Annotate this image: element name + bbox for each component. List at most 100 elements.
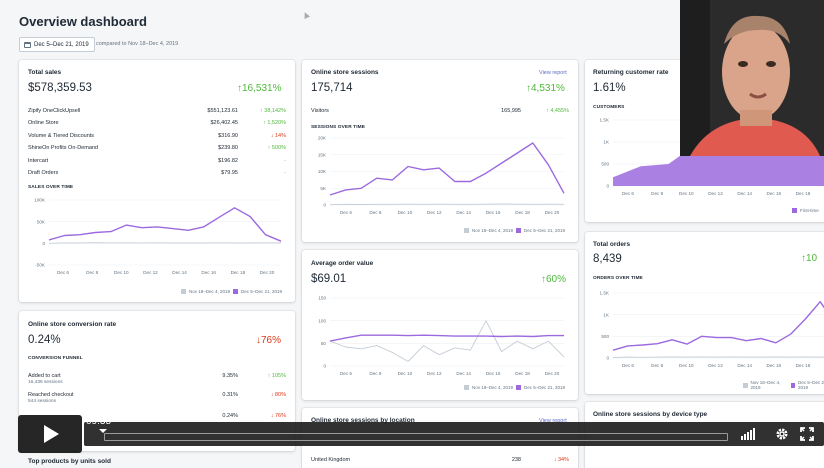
total-sales-delta: ↑16,531% <box>237 83 282 94</box>
mouse-cursor-icon <box>302 11 310 19</box>
legend-swatch-previous <box>743 382 748 388</box>
legend-previous: Nov 18–Dec 4, 2019 <box>750 380 781 390</box>
legend-swatch-first-time <box>792 208 797 213</box>
play-button[interactable] <box>18 415 82 453</box>
x-tick-label: Dec 10 <box>679 363 694 368</box>
funnel-step: Reached checkout <box>28 392 74 398</box>
legend-previous: Nov 18–Dec 4, 2019 <box>472 228 514 233</box>
orders-delta: ↑10 <box>801 253 818 264</box>
channel-value: $316.90 <box>218 132 238 139</box>
channel-name: ShineOn Profits On-Demand <box>28 145 99 152</box>
location-label: United Kingdom <box>311 457 351 463</box>
funnel-row: Added to cart 16,436 sessions 9.35% ↑ 105% <box>28 373 286 385</box>
x-tick-label: Dec 6 <box>622 191 634 196</box>
legend-swatch-current <box>790 382 795 388</box>
y-tick-label: 500 <box>601 334 609 339</box>
y-tick-label: 0 <box>323 364 326 369</box>
legend-swatch-current <box>516 385 522 390</box>
funnel-pct: ↓ 80% <box>270 392 286 398</box>
series-line <box>612 356 824 359</box>
y-tick-label: 50K <box>37 219 46 224</box>
current-time: 09:35 <box>86 416 112 427</box>
card-title: Total orders <box>593 241 631 248</box>
view-report-link[interactable]: View report <box>539 70 567 76</box>
compared-to-label: compared to Nov 18–Dec 4, 2019 <box>96 41 179 47</box>
channel-name: Zipify OneClickUpsell <box>28 108 81 114</box>
legend-swatch-previous <box>464 385 469 390</box>
calendar-icon <box>24 41 31 48</box>
x-tick-label: Dec 20 <box>545 210 560 215</box>
x-tick-label: Dec 12 <box>143 270 158 275</box>
y-tick-label: 20K <box>318 136 327 141</box>
x-tick-label: Dec 14 <box>456 210 471 215</box>
channel-value: $551,123.61 <box>207 108 238 114</box>
chart-legend: Nov 18–Dec 4, 2019 Dec 5–Dec 21, 2019 <box>181 289 282 294</box>
legend-current: Dec 5–Dec 21, 2019 <box>241 289 283 294</box>
x-tick-label: Dec 8 <box>369 371 381 376</box>
chart-label: SESSIONS OVER TIME <box>311 125 366 130</box>
channel-value: $79.95 <box>221 170 238 176</box>
fullscreen-icon[interactable] <box>800 427 814 441</box>
chart-legend: Nov 18–Dec 4, 2019 Dec 5–Dec 21, 2019 <box>464 228 565 233</box>
x-tick-label: Dec 10 <box>398 371 413 376</box>
funnel-row: 0.24% ↓ 76% <box>28 413 286 419</box>
series-line <box>329 203 565 206</box>
x-tick-label: Dec 14 <box>737 363 752 368</box>
channel-name: Draft Orders <box>28 170 59 176</box>
view-report-link[interactable]: View report <box>539 418 567 424</box>
y-tick-label: 1K <box>603 140 610 145</box>
funnel-row: Reached checkout 544 sessions 0.31% ↓ 80% <box>28 392 286 404</box>
x-tick-label: Dec 12 <box>708 191 723 196</box>
channel-name: Intercart <box>28 157 49 164</box>
sales-channel-row: Volume & Tiered Discounts $316.90 ↓ 14% <box>28 133 286 139</box>
funnel-sessions: 16,436 sessions <box>28 380 63 385</box>
x-tick-label: Dec 10 <box>114 270 129 275</box>
x-tick-label: Dec 18 <box>796 363 811 368</box>
x-tick-label: Dec 14 <box>172 270 187 275</box>
sessions-value: 175,714 <box>311 82 353 94</box>
x-tick-label: Dec 16 <box>767 191 782 196</box>
play-icon <box>44 425 59 443</box>
date-range-button[interactable]: Dec 5–Dec 21, 2019 <box>19 37 95 52</box>
progress-track[interactable] <box>104 433 728 441</box>
orders-value: 8,439 <box>593 253 622 265</box>
legend-swatch-current <box>233 289 239 294</box>
y-tick-label: 0 <box>42 241 45 246</box>
channel-pct: ↑ 1,520% <box>263 120 286 127</box>
y-tick-label: 50 <box>321 341 327 346</box>
y-tick-label: 100K <box>34 198 46 203</box>
total-sales-value: $578,359.53 <box>28 82 92 94</box>
x-tick-label: Dec 12 <box>708 363 723 368</box>
card-title: Online store sessions by device type <box>593 411 708 418</box>
channel-value: $239.80 <box>218 145 238 152</box>
funnel-value: 0.31% <box>222 392 238 398</box>
control-bar <box>84 422 824 446</box>
series-line <box>329 142 565 196</box>
y-tick-label: 10K <box>318 169 327 174</box>
x-tick-label: Dec 6 <box>622 363 634 368</box>
y-tick-label: 150 <box>318 296 326 301</box>
series-line <box>329 334 564 342</box>
y-tick-label: 5K <box>320 186 327 191</box>
series-line <box>48 207 282 242</box>
card-title: Average order value <box>311 260 374 267</box>
x-tick-label: Dec 16 <box>201 270 216 275</box>
channel-pct: ↓ 14% <box>270 132 286 139</box>
sales-channel-row: Draft Orders $79.95 - <box>28 170 286 176</box>
presenter-video <box>680 0 824 156</box>
series-line <box>329 320 565 362</box>
card-title: Online store sessions by location <box>311 417 415 424</box>
legend-previous: Nov 18–Dec 4, 2019 <box>189 289 231 294</box>
y-tick-label: 0 <box>606 356 609 361</box>
channel-pct: - <box>284 157 286 164</box>
settings-gear-icon[interactable] <box>775 427 789 441</box>
channel-name: Online Store <box>28 120 59 127</box>
volume-icon[interactable] <box>741 427 755 440</box>
funnel-step: Added to cart <box>28 373 61 379</box>
sales-over-time-chart: 100K 50K 0 -50K Dec 6 Dec 8 Dec 10 Dec 12 Dec 14… <box>34 198 282 275</box>
legend-swatch-previous <box>181 289 186 294</box>
series-line <box>48 242 282 244</box>
channel-name: Volume & Tiered Discounts <box>28 132 95 139</box>
x-tick-label: Dec 6 <box>340 210 352 215</box>
